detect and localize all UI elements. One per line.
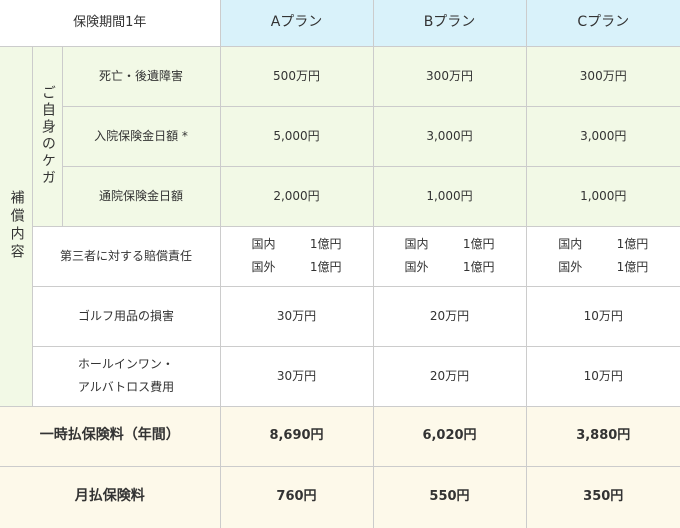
overseas-value: 1億円 [616, 260, 649, 274]
plan-c-liability: 国内 1億円 国外 1億円 [525, 225, 680, 287]
plan-a-liability: 国内 1億円 国外 1億円 [219, 225, 374, 287]
overseas-label: 国外 [251, 260, 276, 274]
plan-c-value: 3,000円 [525, 105, 680, 167]
plan-a-value: 8,690円 [219, 405, 374, 467]
header-row: 保険期間1年 Aプラン Bプラン Cプラン [0, 0, 680, 47]
hole-in-one-row: ホールインワン・ アルバトロス費用 30万円 20万円 10万円 [0, 345, 680, 407]
monthly-premium-label: 月払保険料 [0, 465, 221, 528]
plan-c-value: 10万円 [525, 285, 680, 347]
period-header: 保険期間1年 [0, 0, 221, 47]
own-injury-category-label: ご自身のケガ [31, 45, 63, 227]
hole-in-one-label-line1: ホールインワン・ [77, 357, 174, 372]
plan-c-value: 10万円 [525, 345, 680, 407]
hole-in-one-label: ホールインワン・ アルバトロス費用 [32, 345, 221, 407]
coverage-category-label: 補償内容 [0, 45, 33, 407]
domestic-value: 1億円 [462, 237, 495, 252]
plan-c-value: 1,000円 [525, 165, 680, 227]
monthly-premium-row: 月払保険料 760円 550円 350円 [0, 465, 680, 528]
hospital-daily-label: 入院保険金日額 * [62, 105, 221, 167]
outpatient-daily-row: 通院保険金日額 2,000円 1,000円 1,000円 [0, 165, 680, 227]
plan-b-header: Bプラン [372, 0, 527, 47]
overseas-value: 1億円 [309, 260, 342, 274]
plan-a-value: 30万円 [219, 285, 374, 347]
plan-a-value: 5,000円 [219, 105, 374, 167]
plan-b-liability: 国内 1億円 国外 1億円 [372, 225, 527, 287]
domestic-label: 国内 [404, 237, 429, 252]
plan-c-value: 300万円 [525, 45, 680, 107]
plan-a-value: 760円 [219, 465, 374, 528]
plan-b-value: 1,000円 [372, 165, 527, 227]
liability-label: 第三者に対する賠償責任 [32, 225, 221, 287]
domestic-label: 国内 [251, 237, 276, 252]
plan-a-value: 500万円 [219, 45, 374, 107]
overseas-label: 国外 [404, 260, 429, 274]
death-disability-row: 補償内容 ご自身のケガ 死亡・後遺障害 500万円 300万円 300万円 [0, 45, 680, 407]
plan-b-value: 550円 [372, 465, 527, 528]
plan-b-value: 20万円 [372, 285, 527, 347]
plan-a-header: Aプラン [219, 0, 374, 47]
plan-a-value: 30万円 [219, 345, 374, 407]
plan-c-value: 3,880円 [525, 405, 680, 467]
domestic-value: 1億円 [616, 237, 649, 252]
overseas-label: 国外 [558, 260, 583, 274]
plan-b-value: 6,020円 [372, 405, 527, 467]
plan-b-value: 300万円 [372, 45, 527, 107]
lump-sum-premium-label: 一時払保険料（年間） [0, 405, 221, 467]
golf-damage-label: ゴルフ用品の損害 [32, 285, 221, 347]
domestic-value: 1億円 [309, 237, 342, 252]
lump-sum-premium-row: 一時払保険料（年間） 8,690円 6,020円 3,880円 [0, 405, 680, 467]
plan-a-value: 2,000円 [219, 165, 374, 227]
overseas-value: 1億円 [462, 260, 495, 274]
domestic-label: 国内 [558, 237, 583, 252]
plan-b-value: 20万円 [372, 345, 527, 407]
plan-c-header: Cプラン [525, 0, 680, 47]
golf-damage-row: ゴルフ用品の損害 30万円 20万円 10万円 [0, 285, 680, 347]
liability-row: 第三者に対する賠償責任 国内 1億円 国外 1億円 国内 1億円 国外 1億円 国内 1億… [0, 225, 680, 287]
plan-c-value: 350円 [525, 465, 680, 528]
hospital-daily-row: 入院保険金日額 * 5,000円 3,000円 3,000円 [0, 105, 680, 167]
outpatient-daily-label: 通院保険金日額 [62, 165, 221, 227]
hole-in-one-label-line2: アルバトロス費用 [77, 380, 175, 394]
plan-b-value: 3,000円 [372, 105, 527, 167]
death-disability-label: 死亡・後遺障害 [61, 45, 221, 107]
